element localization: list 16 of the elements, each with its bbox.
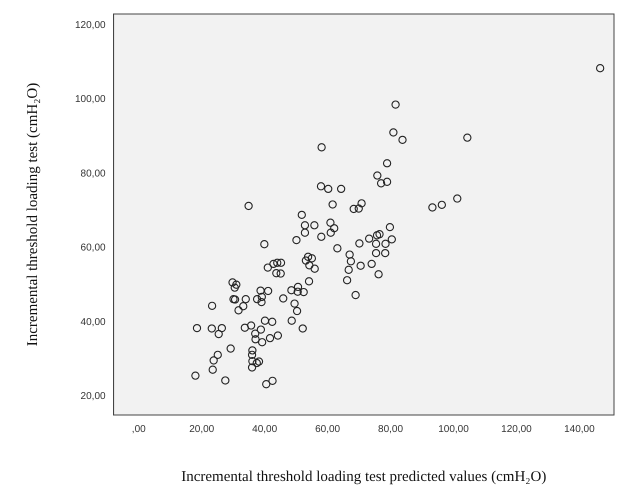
- x-tick-label: 120,00: [501, 424, 532, 435]
- y-tick-label: 120,00: [74, 20, 106, 31]
- y-tick-label: 80,00: [80, 168, 106, 180]
- y-tick-label: 100,00: [74, 94, 106, 106]
- x-tick-label: 80,00: [378, 424, 404, 435]
- x-tick-label: 60,00: [315, 424, 341, 435]
- x-axis-title: Incremental threshold loading test predicted values (cmH₂O): [181, 468, 546, 485]
- y-tick-label: 20,00: [80, 391, 106, 402]
- x-tick-label: 20,00: [189, 424, 215, 435]
- x-tick-label: ,00: [132, 424, 146, 435]
- y-tick-label: 40,00: [80, 316, 106, 328]
- y-axis-title: Incremental threshold loading test (cmH₂O): [24, 82, 41, 346]
- x-tick-label: 100,00: [438, 424, 470, 435]
- x-tick-label: 40,00: [252, 424, 278, 435]
- y-tick-label: 60,00: [80, 242, 106, 254]
- x-tick-label: 140,00: [564, 424, 596, 435]
